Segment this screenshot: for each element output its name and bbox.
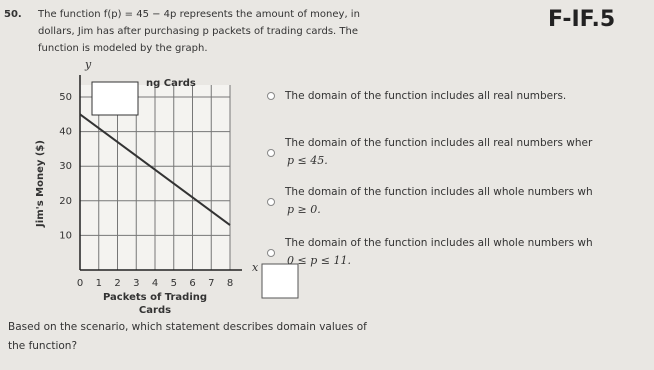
prompt-line: Based on the scenario, which statement d…: [8, 321, 367, 333]
axis-letter: y: [84, 58, 92, 71]
x-tick-label: 8: [227, 278, 233, 289]
x-tick-label: 2: [114, 278, 120, 289]
x-tick-label: 7: [208, 278, 214, 289]
x-tick-label: 4: [152, 278, 158, 289]
problem-number: 50.: [4, 9, 22, 20]
y-tick-label: 50: [59, 92, 72, 103]
y-tick-label: 20: [59, 196, 72, 207]
radio-button[interactable]: [267, 198, 275, 206]
cover-box: [91, 81, 139, 116]
y-tick-label: 10: [59, 230, 72, 241]
graph-title: ng Cards: [146, 78, 196, 89]
x-axis-label: Cards: [139, 305, 171, 316]
option-text: The domain of the function includes all …: [284, 90, 566, 102]
prompt-line: the function?: [8, 340, 77, 352]
x-tick-label: 5: [171, 278, 177, 289]
option-text: The domain of the function includes all …: [284, 186, 593, 198]
radio-button[interactable]: [267, 92, 275, 100]
x-tick-label: 3: [133, 278, 139, 289]
option-math: p ≥ 0.: [287, 203, 321, 216]
question-line: The function f(p) = 45 − 4p represents t…: [37, 9, 360, 20]
option-text: The domain of the function includes all …: [284, 237, 593, 249]
x-tick-label: 0: [77, 278, 83, 289]
option-math: 0 ≤ p ≤ 11.: [287, 254, 351, 267]
y-tick-label: 40: [59, 127, 72, 138]
y-tick-label: 30: [59, 161, 72, 172]
answer-box[interactable]: [261, 263, 299, 299]
function-line: [79, 113, 231, 226]
option-math: p ≤ 45.: [287, 154, 328, 167]
radio-button[interactable]: [267, 249, 275, 257]
standard: F-IF.5: [548, 7, 615, 32]
question-line: dollars, Jim has after purchasing p pack…: [38, 26, 358, 37]
question-line: function is modeled by the graph.: [38, 43, 208, 54]
y-axis-label: Jim's Money ($): [35, 140, 46, 228]
axis-letter: x: [252, 261, 259, 274]
x-tick-label: 6: [189, 278, 195, 289]
x-tick-label: 1: [96, 278, 102, 289]
option-text: The domain of the function includes all …: [284, 137, 593, 149]
radio-button[interactable]: [267, 149, 275, 157]
x-axis-label: Packets of Trading: [103, 292, 207, 303]
